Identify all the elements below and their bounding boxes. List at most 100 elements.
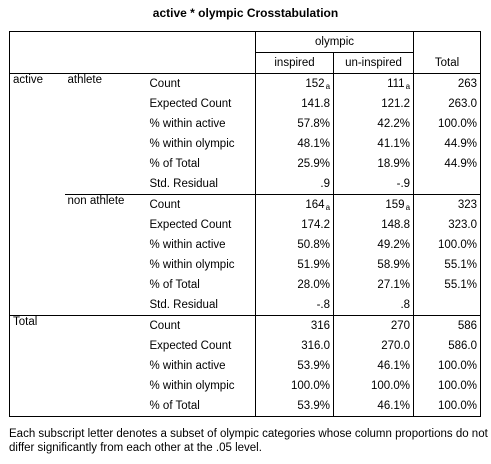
cell-uninspired-value: 148.8 (381, 219, 411, 231)
table-row: Total Count 316 270 586 (9, 315, 482, 417)
cell-inspired-value: 53.9% (297, 400, 331, 412)
cell-total-value: 586 (457, 320, 478, 332)
group-label: athlete (64, 73, 147, 195)
cell-uninspired-value: 270.0 (381, 340, 411, 352)
cell-uninspired: 159a (333, 194, 415, 215)
cell-uninspired: .8 (333, 295, 415, 316)
cell-uninspired: 27.1% (333, 275, 415, 295)
stat-label: Count (149, 78, 181, 90)
cell-total (413, 174, 482, 195)
crosstab-table: olympic inspired un-inspired Total active ath… (8, 31, 482, 417)
cell-total: 100.0% (413, 235, 482, 255)
stat-label: Count (149, 199, 181, 211)
cell-total-value: 323.0 (448, 219, 478, 231)
cell-total-value: 100.0% (438, 360, 478, 372)
cell-uninspired-value: 121.2 (381, 98, 411, 110)
cell-inspired: 53.9% (255, 396, 335, 417)
cell-inspired-value: 50.8% (297, 239, 331, 251)
cell-total: 55.1% (413, 255, 482, 275)
cell-inspired: 316 (255, 315, 335, 336)
cell-uninspired-value: 46.1% (377, 400, 411, 412)
cell-uninspired-subscript: a (405, 81, 411, 91)
cell-total: 586 (413, 315, 482, 336)
total-label: Total (9, 315, 147, 417)
stat-label: % within active (149, 118, 226, 130)
cell-uninspired-value: 270 (390, 320, 411, 332)
table-row: Expected Count 141.8 121.2 263.0 (10, 94, 482, 114)
cell-uninspired-value: 18.9% (377, 158, 411, 170)
cell-inspired: 28.0% (255, 275, 335, 295)
table-row: Std. Residual -.8 .8 (10, 295, 482, 316)
cell-uninspired-value: 46.1% (377, 360, 411, 372)
cell-uninspired-value: 27.1% (377, 279, 411, 291)
cell-inspired-value: 164 (305, 198, 325, 211)
cell-total-value: 263.0 (448, 98, 478, 110)
cell-inspired: 57.8% (255, 114, 335, 134)
cell-inspired-value: 316 (310, 320, 331, 332)
stat-label: Std. Residual (146, 295, 256, 316)
cell-inspired: 316.0 (255, 336, 335, 356)
header-group-olympic: olympic (255, 31, 415, 53)
stat-label: % within active (149, 239, 226, 251)
cell-total: 100.0% (413, 376, 482, 396)
table-row: % within active 57.8% 42.2% 100.0% (10, 114, 482, 134)
stat-label: Count (149, 320, 181, 332)
cell-uninspired-value: .8 (400, 299, 411, 311)
stat-label: % of Total (149, 158, 200, 170)
header-col-total: Total (413, 52, 482, 74)
cell-inspired-value: 100.0% (291, 380, 331, 392)
table-row: Std. Residual .9 -.9 (10, 174, 482, 195)
cell-inspired-value: -.8 (316, 299, 331, 311)
header-row: olympic (8, 31, 482, 74)
header-col-uninspired: un-inspired (333, 52, 415, 74)
cell-uninspired-value: 111 (387, 77, 405, 90)
header-total-top (413, 31, 482, 53)
cell-total: 44.9% (413, 134, 482, 154)
cell-inspired-value: 25.9% (297, 158, 331, 170)
cell-uninspired: 100.0% (333, 376, 415, 396)
stat-label: Expected Count (149, 98, 232, 110)
cell-total: 323 (413, 194, 482, 215)
cell-total-value: 100.0% (438, 118, 478, 130)
cell-total-value: 55.1% (444, 259, 478, 271)
cell-uninspired: 121.2 (333, 94, 415, 114)
row-var-label: active (9, 73, 65, 316)
cell-total: 100.0% (413, 356, 482, 376)
group-label: non athlete (64, 194, 147, 316)
stat-label: Std. Residual (146, 174, 256, 195)
cell-total: 100.0% (413, 114, 482, 134)
cell-total: 100.0% (413, 396, 482, 417)
cell-total-value: 323 (457, 199, 478, 211)
cell-inspired: 141.8 (255, 94, 335, 114)
cell-uninspired: 148.8 (333, 215, 415, 235)
table-row: % within active 53.9% 46.1% 100.0% (10, 356, 482, 376)
stat-label: Expected Count (149, 340, 232, 352)
cell-inspired: 152a (255, 73, 335, 94)
cell-uninspired-value: 42.2% (377, 118, 411, 130)
cell-inspired-value: 51.9% (297, 259, 331, 271)
table-row: Expected Count 174.2 148.8 323.0 (10, 215, 482, 235)
table-row: % of Total 28.0% 27.1% 55.1% (10, 275, 482, 295)
stat-label: Expected Count (149, 219, 232, 231)
cell-inspired: 174.2 (255, 215, 335, 235)
cell-inspired-subscript: a (325, 202, 331, 212)
cell-uninspired: 270.0 (333, 336, 415, 356)
table-row: % within olympic 48.1% 41.1% 44.9% (10, 134, 482, 154)
cell-total-value: 44.9% (444, 158, 478, 170)
stat-label: % within active (149, 360, 226, 372)
cell-uninspired-subscript: a (405, 202, 411, 212)
footnote: Each subscript letter denotes a subset o… (9, 428, 488, 454)
cell-inspired: 50.8% (255, 235, 335, 255)
table-row: active athlete Count 152a 111a 263 (9, 73, 482, 316)
cell-inspired: -.8 (255, 295, 335, 316)
cell-inspired: .9 (255, 174, 335, 195)
cell-uninspired-value: 100.0% (371, 380, 411, 392)
stat-label: % within olympic (149, 138, 235, 150)
cell-inspired-value: 53.9% (297, 360, 331, 372)
header-col-inspired: inspired (255, 52, 335, 74)
cell-uninspired-value: -.9 (396, 178, 411, 190)
table-row: % of Total 25.9% 18.9% 44.9% (10, 154, 482, 174)
cell-inspired-value: 28.0% (297, 279, 331, 291)
cell-total-value: 100.0% (438, 400, 478, 412)
header-blank (8, 31, 256, 74)
